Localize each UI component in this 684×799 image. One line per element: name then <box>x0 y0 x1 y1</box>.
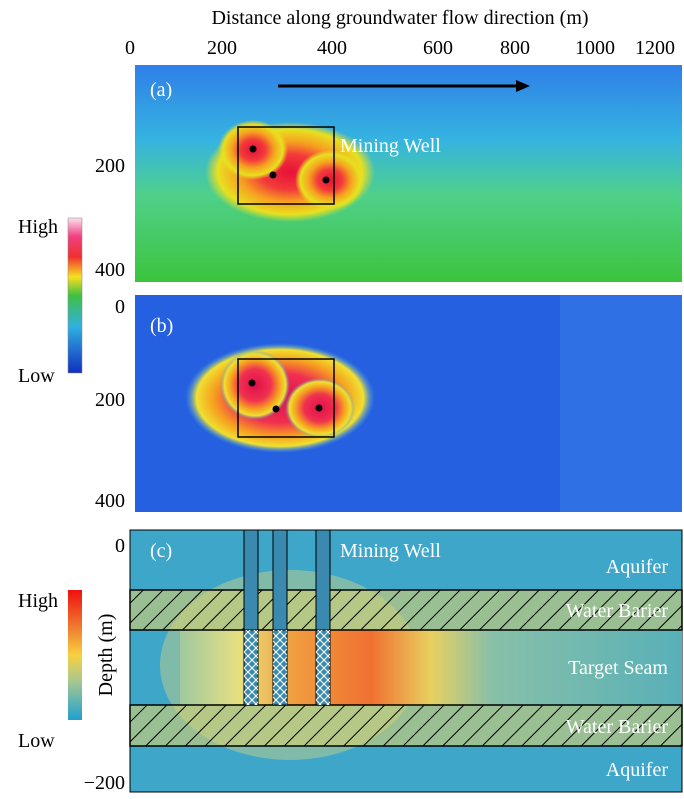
colorbar-low: Low <box>18 365 55 387</box>
layer-label: Target Seam <box>568 657 668 679</box>
layer-label: Aquifer <box>606 556 669 578</box>
axis-title: Distance along groundwater flow directio… <box>211 7 588 29</box>
well <box>315 404 323 412</box>
y-tick-label: 200 <box>95 155 125 177</box>
annotation: Mining Well <box>340 135 441 157</box>
x-tick-label: 600 <box>423 37 453 59</box>
layer-label: Aquifer <box>606 759 669 781</box>
colorbar <box>68 590 82 720</box>
well-box <box>237 126 335 205</box>
well <box>248 379 256 387</box>
x-ticks: 0 200 400 600 800 1000 1200 <box>125 37 675 59</box>
well <box>269 171 277 179</box>
colorbar-high: High <box>18 590 58 612</box>
x-tick-label: 1200 <box>635 37 675 59</box>
colorbar-low: Low <box>18 730 55 752</box>
water-barrier <box>129 589 683 631</box>
x-tick-label: 800 <box>500 37 530 59</box>
wells <box>243 529 331 706</box>
layer-label: Water Barier <box>566 600 669 622</box>
target-seam-fill <box>180 630 682 705</box>
well-box <box>237 358 335 438</box>
colorbar <box>67 217 83 374</box>
colorbar-high: High <box>18 216 58 238</box>
well-screen <box>244 630 258 705</box>
y-tick-label: 200 <box>95 389 125 411</box>
y-tick-label: 400 <box>95 259 125 281</box>
x-tick-label: 400 <box>317 37 347 59</box>
well-screen <box>316 630 330 705</box>
panel-label: (a) <box>150 79 172 101</box>
water-barrier <box>129 704 683 747</box>
flow-arrow-head <box>516 80 530 92</box>
y-tick-label: 400 <box>95 490 125 512</box>
hotspot <box>295 150 365 210</box>
x-tick-label: 200 <box>207 37 237 59</box>
panel-label: (c) <box>150 540 172 562</box>
panel-label: (b) <box>150 315 173 337</box>
well <box>322 176 330 184</box>
well-pipe <box>272 529 288 631</box>
y-tick-label: −200 <box>84 772 125 794</box>
hotspot <box>220 350 290 420</box>
well <box>249 145 257 153</box>
y-tick-label: 0 <box>115 296 125 318</box>
x-tick-label: 0 <box>125 37 135 59</box>
y-axis-title: Depth (m) <box>95 614 117 697</box>
well-screen <box>273 630 287 705</box>
shade <box>560 295 682 512</box>
layer-label: Water Barier <box>566 716 669 738</box>
x-tick-label: 1000 <box>575 37 615 59</box>
annotation: Mining Well <box>340 540 441 562</box>
well <box>272 405 280 413</box>
y-tick-label: 0 <box>115 535 125 557</box>
well-pipe <box>243 529 259 631</box>
well-pipe <box>315 529 331 631</box>
